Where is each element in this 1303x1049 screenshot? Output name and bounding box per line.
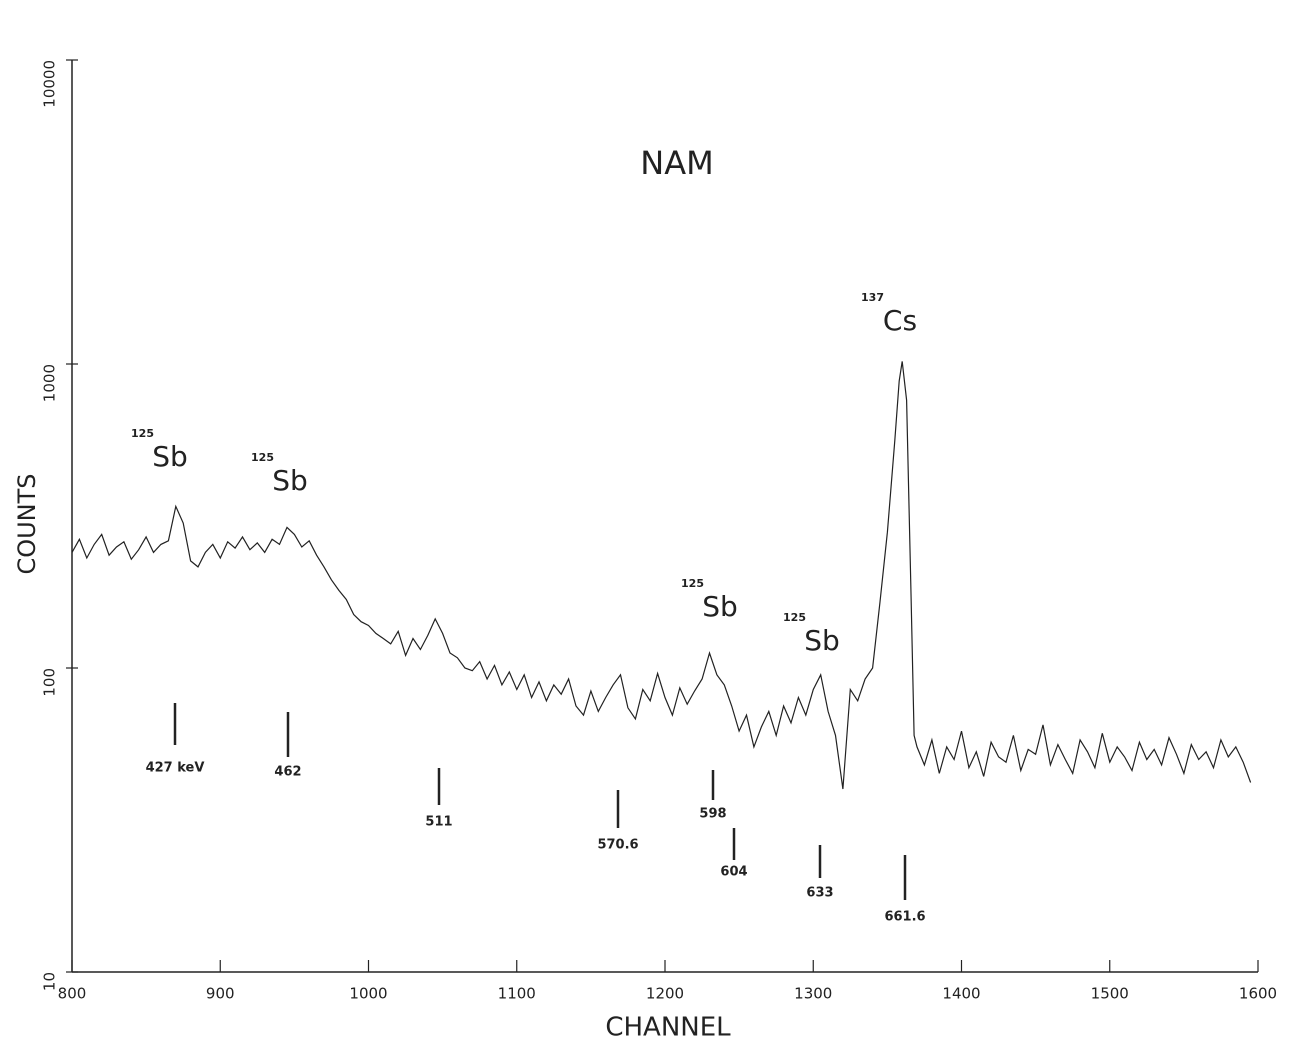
energy-marker-label: 604	[720, 865, 747, 880]
peak-label-element: Sb	[804, 624, 840, 657]
energy-marker-label: 570.6	[597, 838, 638, 853]
x-tick-label: 900	[206, 985, 235, 1003]
x-tick-label: 1100	[498, 985, 536, 1003]
peak-label-mass: 125	[681, 577, 704, 590]
peak-label-element: Cs	[883, 304, 917, 337]
energy-marker-label: 462	[274, 765, 301, 780]
peak-label-mass: 125	[131, 427, 154, 440]
energy-marker-label: 427 keV	[146, 761, 205, 776]
peak-label-mass: 137	[861, 291, 884, 304]
y-tick-label: 10	[41, 972, 59, 991]
x-tick-label: 1400	[942, 985, 980, 1003]
peak-label-element: Sb	[152, 440, 188, 473]
peak-label-element: Sb	[272, 464, 308, 497]
peak-label-mass: 125	[783, 611, 806, 624]
x-tick-label: 800	[58, 985, 87, 1003]
x-tick-label: 1500	[1091, 985, 1129, 1003]
spectrum-line	[71, 361, 1252, 790]
peak-label-mass: 125	[251, 451, 274, 464]
y-tick-label: 100	[41, 668, 59, 697]
x-tick-label: 1200	[646, 985, 684, 1003]
x-tick-label: 1300	[794, 985, 832, 1003]
chart-title: NAM	[640, 144, 713, 182]
y-tick-label: 10000	[41, 60, 59, 108]
energy-marker-label: 598	[699, 807, 726, 822]
peak-label-element: Sb	[702, 590, 738, 623]
x-tick-label: 1000	[349, 985, 387, 1003]
energy-marker-label: 661.6	[884, 910, 925, 925]
x-axis-label: CHANNEL	[605, 1013, 731, 1043]
x-tick-label: 1600	[1239, 985, 1277, 1003]
y-tick-label: 1000	[41, 364, 59, 402]
energy-marker-label: 511	[425, 815, 452, 830]
energy-marker-label: 633	[806, 886, 833, 901]
y-axis-label: COUNTS	[13, 473, 41, 574]
